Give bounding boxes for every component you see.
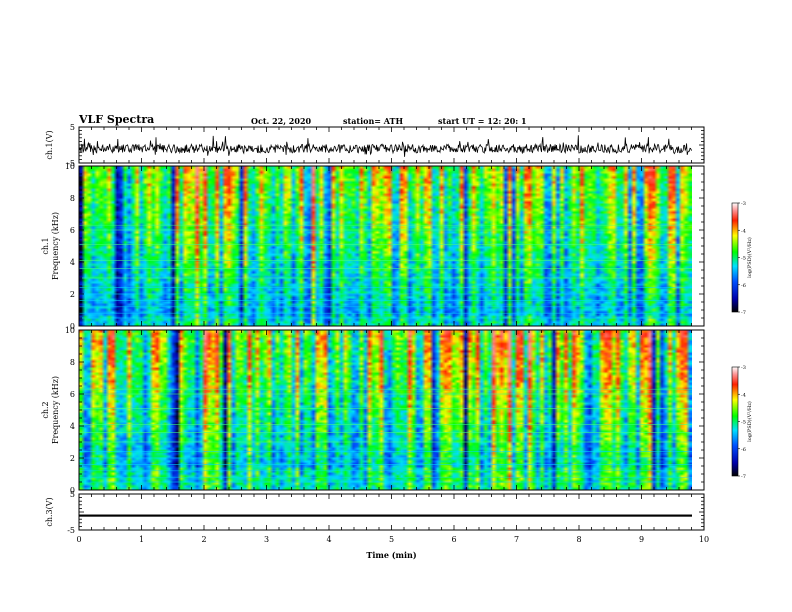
y-tick-label: -5: [67, 526, 75, 535]
colorbar: [731, 202, 739, 313]
y-axis-label-channel: ch.1: [41, 237, 50, 254]
y-tick-label: 4: [70, 258, 75, 267]
colorbar-tick-label: -7: [741, 310, 746, 316]
y-tick-label: -5: [67, 159, 75, 168]
y-axis-label-channel: ch.2: [41, 401, 50, 418]
y-tick-label: 5: [70, 123, 75, 132]
colorbar: [731, 366, 739, 477]
y-tick-label: 10: [65, 162, 75, 171]
x-tick-label: 1: [139, 535, 144, 544]
colorbar-tick-label: -6: [741, 283, 746, 289]
y-tick-label: 0: [70, 322, 75, 331]
x-tick-label: 7: [514, 535, 519, 544]
y-tick-label: 10: [65, 326, 75, 335]
waveform-layer: [78, 135, 693, 517]
y-tick-label: 5: [70, 490, 75, 499]
ch1-waveform-trace: [78, 135, 693, 157]
x-axis-label: Time (min): [366, 550, 416, 560]
y-tick-label: 6: [70, 226, 75, 235]
x-tick-label: 10: [699, 535, 709, 544]
x-tick-label: 4: [326, 535, 331, 544]
colorbar-tick-label: -5: [741, 256, 746, 262]
y-axis-label: Frequency (kHz): [51, 212, 60, 280]
y-tick-label: 2: [70, 290, 75, 299]
x-tick-label: 5: [389, 535, 394, 544]
chart-title: VLF Spectra: [79, 113, 155, 126]
ch3-waveform-trace: [79, 514, 692, 517]
x-tick-label: 6: [451, 535, 456, 544]
x-tick-label: 0: [76, 535, 81, 544]
y-tick-label: 4: [70, 422, 75, 431]
spectrogram-image: [79, 166, 692, 326]
x-tick-label: 8: [576, 535, 581, 544]
colorbar-tick-label: -4: [741, 228, 746, 234]
x-tick-label: 2: [201, 535, 206, 544]
x-tick-label: 9: [639, 535, 644, 544]
y-tick-label: 0: [70, 486, 75, 495]
colorbar-tick-label: -5: [741, 420, 746, 426]
colorbar-label: log(PSD)(V²/Hz): [746, 401, 753, 442]
colorbar-tick-label: -3: [741, 201, 746, 207]
station-label: station= ATH: [343, 116, 404, 126]
y-tick-label: 6: [70, 390, 75, 399]
date-label: Oct. 22, 2020: [251, 116, 312, 126]
x-tick-label: 3: [264, 535, 269, 544]
y-tick-label: 8: [70, 358, 75, 367]
spectrogram-layer: [79, 166, 692, 490]
panel-frame: [78, 493, 705, 531]
spectrogram-image: [79, 330, 692, 490]
y-axis-label: ch.3(V): [45, 497, 54, 526]
colorbar-tick-label: -3: [741, 365, 746, 371]
colorbar-tick-label: -4: [741, 392, 746, 398]
y-axis-label: Frequency (kHz): [51, 376, 60, 444]
y-axis-label: ch.1(V): [45, 130, 54, 159]
colorbar-tick-label: -7: [741, 474, 746, 480]
start-time-label: start UT = 12: 20: 1: [438, 116, 527, 126]
colorbar-label: log(PSD)(V²/Hz): [746, 237, 753, 278]
y-tick-label: 2: [70, 454, 75, 463]
colorbar-tick-label: -6: [741, 447, 746, 453]
y-tick-label: 8: [70, 194, 75, 203]
